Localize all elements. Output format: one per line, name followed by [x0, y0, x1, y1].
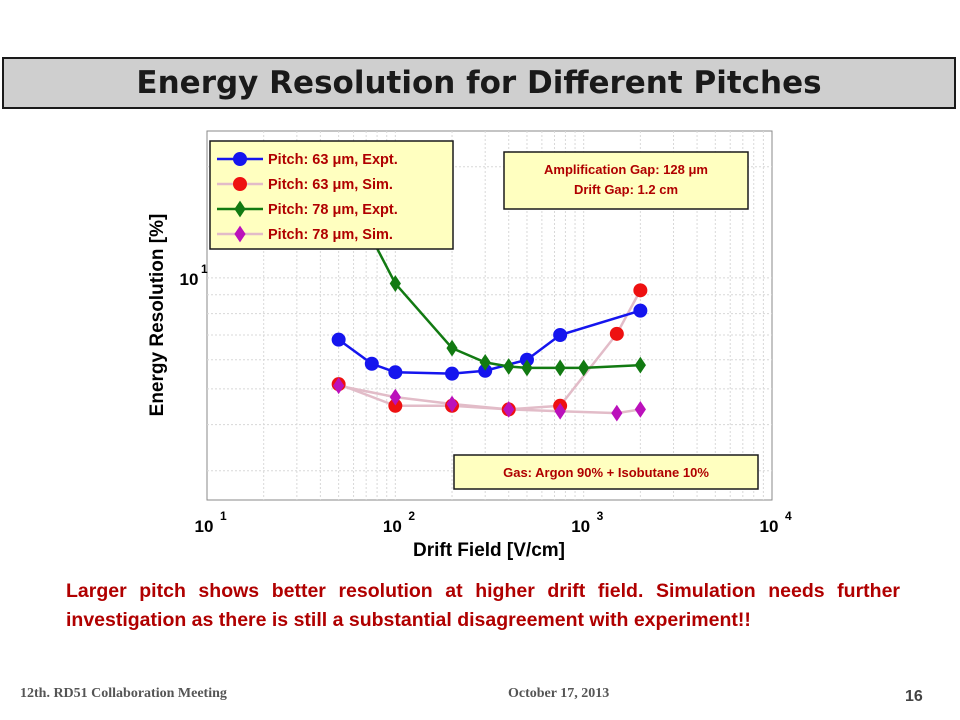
legend: Pitch: 63 μm, Expt. Pitch: 63 μm, Sim. Pit…	[209, 140, 454, 250]
data-point	[634, 401, 646, 418]
axes-labels: Drift Field [V/cm] Energy Resolution [%]	[147, 214, 565, 561]
x-tick-label: 10	[383, 517, 402, 536]
legend-marker	[233, 177, 247, 191]
page-number: 16	[905, 688, 923, 705]
data-point	[578, 359, 590, 377]
data-point	[446, 395, 458, 413]
data-point	[609, 326, 624, 341]
amplification-gap-label: Amplification Gap: 128 μm	[544, 162, 708, 177]
data-point	[389, 388, 401, 406]
data-point	[611, 404, 623, 422]
data-point	[479, 353, 491, 371]
data-point	[503, 358, 515, 375]
data-point	[445, 366, 460, 381]
data-point	[554, 402, 566, 420]
slide-caption: Larger pitch shows better resolution at …	[66, 580, 900, 631]
legend-marker	[234, 200, 246, 218]
data-point	[333, 377, 345, 395]
y-tick-exponent: 1	[201, 262, 208, 276]
x-tick-exponent: 3	[597, 509, 604, 523]
data-point	[331, 332, 346, 347]
amplification-annotation: Amplification Gap: 128 μm Drift Gap: 1.2…	[503, 151, 749, 210]
data-point	[389, 275, 401, 292]
legend-label: Pitch: 78 μm, Sim.	[268, 227, 393, 243]
legend-label: Pitch: 63 μm, Expt.	[268, 152, 398, 168]
x-tick-exponent: 1	[220, 509, 227, 523]
data-point	[634, 356, 646, 374]
legend-marker	[234, 225, 246, 243]
gas-label: Gas: Argon 90% + Isobutane 10%	[503, 465, 709, 480]
drift-gap-label: Drift Gap: 1.2 cm	[574, 182, 678, 197]
footer-date: October 17, 2013	[508, 686, 610, 701]
legend-label: Pitch: 78 μm, Expt.	[268, 202, 398, 218]
data-point	[503, 401, 515, 418]
data-point	[553, 327, 568, 342]
y-axis-label: Energy Resolution [%]	[147, 214, 168, 417]
data-point	[521, 359, 533, 377]
slide-title: Energy Resolution for Different Pitches	[136, 65, 822, 101]
gas-annotation: Gas: Argon 90% + Isobutane 10%	[453, 454, 759, 490]
x-axis-label: Drift Field [V/cm]	[413, 540, 565, 561]
x-tick-label: 10	[760, 517, 779, 536]
data-point	[364, 356, 379, 371]
x-tick-exponent: 4	[785, 509, 792, 523]
data-point	[554, 359, 566, 377]
data-point	[388, 365, 403, 380]
y-tick-label: 10	[180, 270, 199, 289]
data-point	[446, 339, 458, 357]
data-point	[633, 303, 648, 318]
legend-marker	[233, 152, 247, 166]
energy-resolution-chart: Drift Field [V/cm] Energy Resolution [%]…	[147, 130, 792, 561]
series-markers	[331, 229, 648, 422]
data-point	[633, 283, 648, 298]
x-tick-exponent: 2	[408, 509, 415, 523]
title-bar: Energy Resolution for Different Pitches	[2, 57, 956, 109]
annotation-box	[453, 454, 759, 490]
annotation-box	[503, 151, 749, 210]
footer-meeting: 12th. RD51 Collaboration Meeting	[20, 686, 227, 701]
legend-label: Pitch: 63 μm, Sim.	[268, 177, 393, 193]
x-tick-label: 10	[571, 517, 590, 536]
x-tick-label: 10	[195, 517, 214, 536]
